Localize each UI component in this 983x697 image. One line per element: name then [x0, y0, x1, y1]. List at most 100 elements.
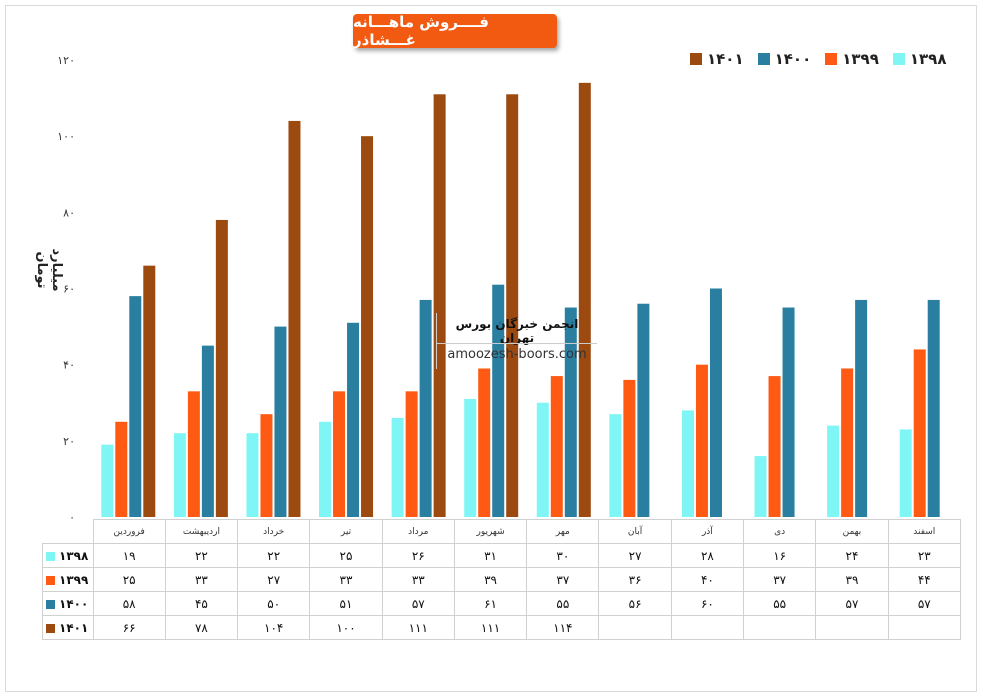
- bar: [782, 307, 795, 517]
- data-label: ۳۶: [598, 567, 672, 592]
- data-label: ۵۱: [309, 591, 383, 616]
- bar: [215, 219, 228, 517]
- bars: [101, 82, 940, 518]
- bar: [492, 284, 505, 517]
- bar: [855, 299, 868, 517]
- data-label: [598, 615, 672, 640]
- bar: [464, 398, 477, 517]
- table-row: ۱۴۰۱ ۶۶ ۷۸ ۱۰۴ ۱۰۰ ۱۱۱ ۱۱۱ ۱۱۴: [42, 615, 962, 640]
- series-swatch: [46, 575, 55, 585]
- category-label: خرداد: [237, 519, 311, 544]
- y-tick-label: ۶۰: [63, 283, 75, 296]
- bar: [609, 414, 622, 517]
- category-label: تیر: [309, 519, 383, 544]
- legend: ۱۳۹۸ ۱۳۹۹ ۱۴۰۰ ۱۴۰۱: [690, 50, 947, 68]
- bar: [768, 376, 781, 517]
- bar: [927, 299, 940, 517]
- bar: [550, 376, 563, 517]
- y-axis-ticks: ۰ ۲۰ ۴۰ ۶۰ ۸۰ ۱۰۰ ۱۲۰: [57, 54, 75, 524]
- watermark-url: amoozesh-boors.com: [437, 343, 597, 362]
- series-swatch: [46, 599, 55, 609]
- series-row-header: ۱۳۹۸: [42, 543, 94, 568]
- chart-title: فــــروش ماهـــانه غـــشاذر: [353, 13, 557, 49]
- data-label: ۳۰: [526, 543, 600, 568]
- data-label: ۱۱۴: [526, 615, 600, 640]
- bar: [433, 94, 446, 518]
- data-label: [887, 615, 962, 640]
- data-label: ۴۵: [164, 591, 239, 616]
- data-label: ۳۹: [815, 567, 889, 592]
- legend-swatch: [892, 53, 905, 65]
- legend-label: ۱۳۹۸: [909, 50, 947, 68]
- data-label: ۵۵: [743, 591, 817, 616]
- legend-item: ۱۴۰۰: [757, 50, 811, 68]
- data-label: ۵۷: [381, 591, 455, 616]
- legend-item: ۱۳۹۹: [825, 50, 879, 68]
- bar: [361, 136, 374, 517]
- data-label: ۲۵: [92, 567, 166, 592]
- data-label: ۱۰۰: [309, 615, 383, 640]
- data-label: ۴۰: [670, 567, 745, 592]
- series-row-header: ۱۳۹۹: [42, 567, 94, 592]
- data-label: ۱۶: [743, 543, 817, 568]
- bar: [506, 94, 519, 518]
- data-label: ۶۱: [453, 591, 528, 616]
- bar: [260, 414, 273, 517]
- bar: [695, 364, 708, 517]
- data-label: ۵۰: [237, 591, 311, 616]
- series-name: ۱۳۹۹: [59, 572, 89, 587]
- category-label: دی: [743, 519, 817, 544]
- legend-swatch: [825, 53, 838, 65]
- data-label: ۳۳: [309, 567, 383, 592]
- y-tick-label: ۲۰: [63, 435, 75, 448]
- watermark-title: انجمن خبرگان بورس تهران: [455, 317, 579, 345]
- bar: [201, 345, 214, 517]
- legend-label: ۱۳۹۹: [842, 50, 879, 68]
- bar: [637, 303, 650, 517]
- data-label: ۲۷: [598, 543, 672, 568]
- bar: [288, 120, 301, 517]
- bar: [173, 433, 186, 517]
- data-label: [670, 615, 745, 640]
- category-label: مرداد: [381, 519, 455, 544]
- data-label: ۶۰: [670, 591, 745, 616]
- data-label: ۲۳: [887, 543, 962, 568]
- bar: [536, 402, 549, 517]
- bar: [899, 429, 912, 517]
- data-label: ۳۳: [164, 567, 239, 592]
- legend-swatch: [757, 53, 770, 65]
- data-label: ۴۴: [887, 567, 962, 592]
- bar: [405, 391, 418, 517]
- data-label: ۲۵: [309, 543, 383, 568]
- data-label: ۵۸: [92, 591, 166, 616]
- category-label: آبان: [598, 519, 672, 544]
- category-label: آذر: [670, 519, 745, 544]
- series-name: ۱۴۰۱: [59, 620, 89, 635]
- bar: [754, 456, 767, 517]
- category-label: اسفند: [887, 519, 962, 544]
- data-label: ۱۹: [92, 543, 166, 568]
- category-label: مهر: [526, 519, 600, 544]
- series-name: ۱۴۰۰: [59, 596, 89, 611]
- data-label: ۶۶: [92, 615, 166, 640]
- category-label: شهریور: [453, 519, 528, 544]
- bar: [101, 444, 114, 517]
- data-label: ۲۸: [670, 543, 745, 568]
- data-label: ۲۲: [237, 543, 311, 568]
- bar: [129, 296, 142, 517]
- bar: [115, 421, 128, 517]
- bar: [143, 265, 156, 517]
- data-label: ۳۷: [526, 567, 600, 592]
- data-label: ۳۷: [743, 567, 817, 592]
- bar: [578, 82, 591, 517]
- data-label: [743, 615, 817, 640]
- data-label: ۱۱۱: [381, 615, 455, 640]
- bar: [681, 410, 694, 517]
- legend-item: ۱۴۰۱: [690, 50, 744, 68]
- bar: [333, 391, 346, 517]
- data-label: [815, 615, 889, 640]
- y-tick-label: ۰: [69, 511, 75, 524]
- series-swatch: [46, 551, 55, 561]
- watermark: انجمن خبرگان بورس تهران amoozesh-boors.c…: [436, 313, 597, 369]
